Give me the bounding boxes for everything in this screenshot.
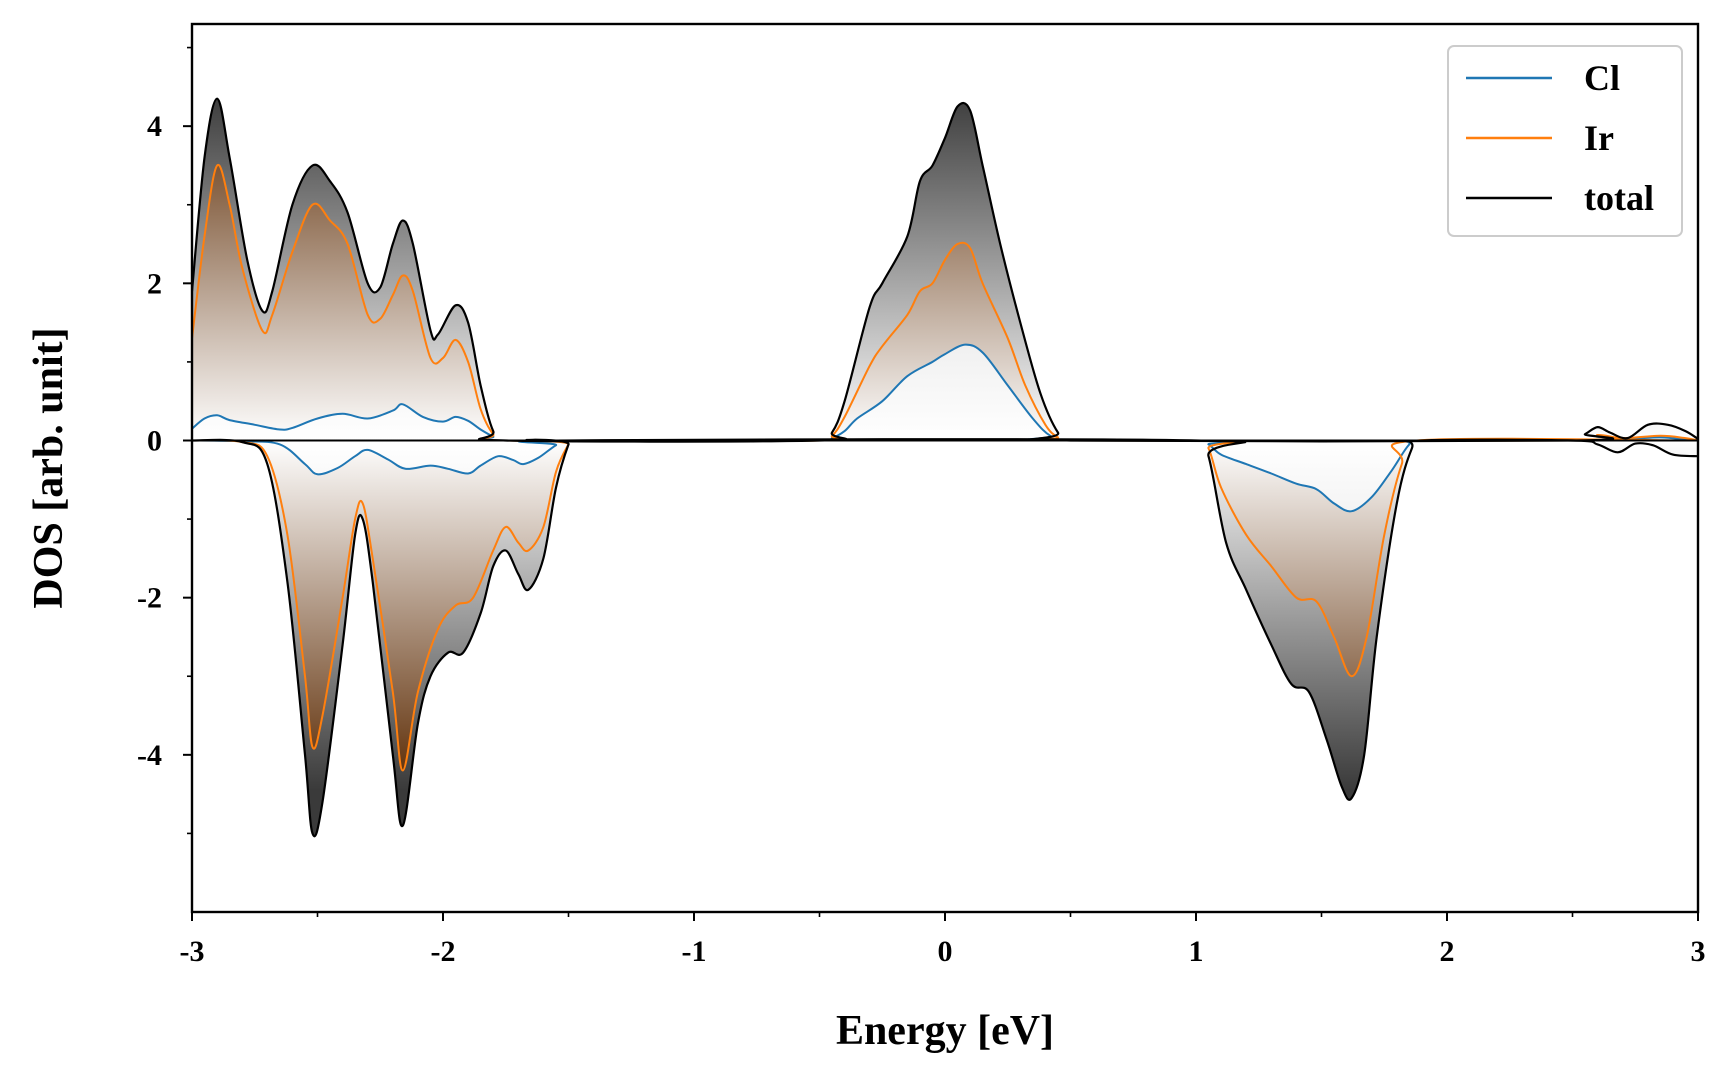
y-axis-title: DOS [arb. unit]	[26, 327, 72, 608]
y-tick-label: -4	[137, 739, 162, 772]
x-axis-ticks: -3 -2 -1 0 1 2 3	[180, 912, 1706, 968]
dos-fills	[192, 98, 1698, 837]
y-tick-label: 4	[147, 110, 162, 143]
x-tick-label: 0	[938, 935, 953, 968]
legend: Cl Ir total	[1447, 45, 1683, 237]
fill-ir-spin-down	[192, 438, 1698, 771]
y-tick-label: -2	[137, 582, 162, 615]
x-axis-title: Energy [eV]	[836, 1008, 1054, 1054]
x-tick-label: 2	[1440, 935, 1455, 968]
legend-label: Cl	[1584, 58, 1620, 98]
dos-lines	[192, 97, 1698, 838]
x-tick-label: -1	[682, 935, 707, 968]
legend-label: total	[1584, 178, 1654, 218]
legend-item-cl: Cl	[1466, 58, 1620, 98]
x-tick-label: -2	[431, 935, 456, 968]
x-tick-label: -3	[180, 935, 205, 968]
y-tick-label: 2	[147, 267, 162, 300]
fill-cl-spin-down	[192, 439, 1698, 512]
line-ir-spin-down	[192, 437, 1698, 772]
x-tick-label: 3	[1691, 935, 1706, 968]
legend-item-ir: Ir	[1466, 118, 1614, 158]
x-tick-label: 1	[1189, 935, 1204, 968]
fill-cl-spin-up	[192, 344, 1698, 442]
y-tick-label: 0	[147, 424, 162, 457]
line-total-spin-down	[192, 438, 1698, 838]
legend-label: Ir	[1584, 118, 1614, 158]
fill-ir-spin-up	[192, 164, 1698, 442]
legend-item-total: total	[1466, 178, 1654, 218]
legend-box	[1447, 45, 1683, 237]
y-axis-ticks: -4 -2 0 2 4	[137, 46, 192, 835]
line-cl-spin-down	[192, 438, 1698, 513]
